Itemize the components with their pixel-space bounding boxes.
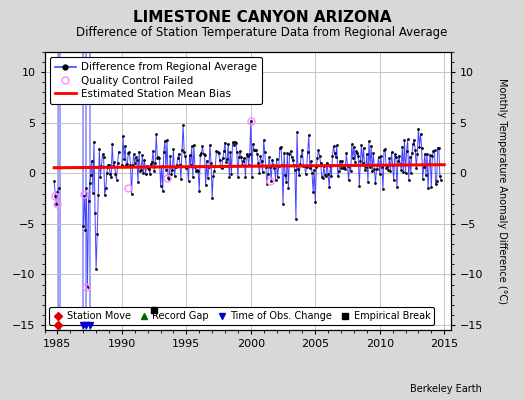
Text: Difference of Station Temperature Data from Regional Average: Difference of Station Temperature Data f… [77,26,447,39]
Y-axis label: Monthly Temperature Anomaly Difference (°C): Monthly Temperature Anomaly Difference (… [497,78,507,304]
Legend: Station Move, Record Gap, Time of Obs. Change, Empirical Break: Station Move, Record Gap, Time of Obs. C… [49,307,434,325]
Text: LIMESTONE CANYON ARIZONA: LIMESTONE CANYON ARIZONA [133,10,391,25]
Text: Berkeley Earth: Berkeley Earth [410,384,482,394]
